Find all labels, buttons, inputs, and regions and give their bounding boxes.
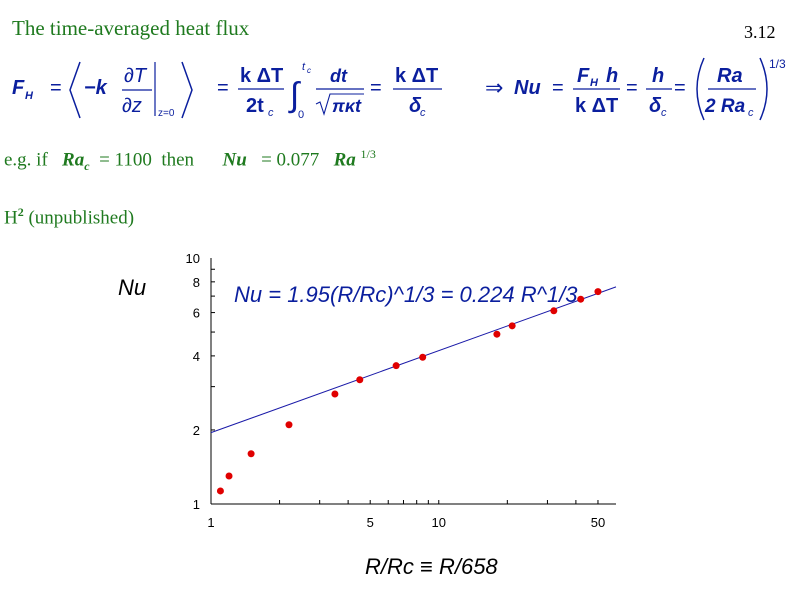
sqrt-arg: πκt — [332, 96, 362, 116]
eq2-denominator: 2t — [246, 95, 264, 117]
partial-z: ∂z — [122, 95, 142, 117]
eq3-numerator: k ΔT — [395, 65, 438, 87]
data-point — [285, 421, 293, 429]
fit-line — [210, 286, 617, 434]
partial-t: ∂T — [124, 65, 148, 87]
eq5-den-sub: c — [661, 107, 667, 119]
right-paren — [759, 57, 768, 121]
y-tick-label: 6 — [193, 306, 200, 321]
x-tick-label: 5 — [367, 515, 374, 530]
x-axis-label: R/Rc ≡ R/658 — [365, 554, 498, 579]
data-point — [550, 307, 558, 315]
data-point — [331, 390, 339, 398]
data-point — [508, 322, 516, 330]
example-ra: Ra — [62, 149, 85, 171]
svg-text:=: = — [50, 77, 62, 99]
data-point — [225, 472, 233, 480]
fit-annotation: Nu = 1.95(R/Rc)^1/3 = 0.224 R^1/3 — [234, 282, 578, 307]
chart-axes — [210, 258, 616, 505]
svg-text:=: = — [552, 77, 564, 99]
eq2-den-sub: c — [268, 107, 274, 119]
eq6-denominator: 2 Ra — [704, 96, 746, 117]
eq5-numerator: h — [652, 65, 664, 87]
eq6-numerator: Ra — [717, 65, 743, 87]
nu-scatter-chart: 1 5 10 50 1 2 4 6 8 10 Nu R/Rc ≡ R/658 Nu = 1.95(… — [118, 251, 617, 579]
data-point — [356, 376, 364, 384]
eq2-numerator: k ΔT — [240, 65, 283, 87]
example-nu-value: = 0.077 — [261, 149, 320, 171]
formula-exponent: 1/3 — [769, 57, 786, 71]
svg-text:=: = — [370, 77, 382, 99]
y-tick-label: 10 — [186, 251, 200, 266]
example-ra2: Ra — [333, 149, 356, 171]
left-paren — [696, 57, 705, 121]
page-number: 3.12 — [744, 22, 776, 42]
y-tick-label: 4 — [193, 349, 200, 364]
data-point — [392, 362, 400, 370]
example-ra-sub: c — [84, 159, 90, 174]
eq6-den-sub: c — [748, 107, 754, 119]
sqrt-sign — [315, 93, 364, 116]
eval-at: z=0 — [158, 108, 175, 119]
data-point — [216, 487, 224, 495]
x-tick-label: 50 — [591, 515, 605, 530]
y-tick-label: 8 — [193, 275, 200, 290]
x-tick-label: 10 — [432, 515, 446, 530]
example-line: e.g. if Rac = 1100 then Nu = 0.077 Ra 1/… — [4, 147, 376, 174]
dt: dt — [330, 66, 348, 86]
integral-sign: ∫ — [288, 76, 301, 114]
data-point — [419, 353, 427, 361]
y-axis-label: Nu — [118, 275, 146, 300]
example-then: then — [161, 149, 195, 171]
example-nu: Nu — [222, 149, 247, 171]
chart-ticks: 1 5 10 50 1 2 4 6 8 10 — [186, 251, 606, 530]
example-prefix: e.g. if — [4, 149, 48, 171]
svg-text:=: = — [217, 77, 229, 99]
y-tick-label: 2 — [193, 423, 200, 438]
eq3-denominator: δ — [409, 95, 422, 117]
example-exponent: 1/3 — [360, 147, 376, 161]
eq4-num-f: F — [577, 65, 590, 87]
fh-symbol: F — [12, 77, 25, 99]
data-point — [577, 295, 585, 303]
eq4-num-h: h — [606, 65, 618, 87]
heat-flux-formula: F H = −k ∂T ∂z z=0 = k ΔT 2t c ∫ t c 0 d… — [12, 57, 786, 121]
svg-text:=: = — [626, 77, 638, 99]
data-point — [247, 450, 255, 458]
int-upper: t — [302, 61, 306, 73]
svg-text:=: = — [674, 77, 686, 99]
x-tick-label: 1 — [207, 515, 214, 530]
right-angle-bracket — [181, 61, 193, 119]
data-point — [493, 330, 501, 338]
nu-symbol: Nu — [514, 77, 541, 99]
section-note: (unpublished) — [28, 207, 135, 229]
y-tick-label: 1 — [193, 497, 200, 512]
slide-title: The time-averaged heat flux — [12, 16, 250, 40]
example-ra-value: = 1100 — [99, 149, 152, 171]
left-angle-bracket — [69, 61, 81, 119]
section-heading: H2 (unpublished) — [4, 205, 134, 229]
implies-arrow: ⇒ — [485, 75, 503, 100]
data-point — [594, 288, 602, 296]
int-upper-sub: c — [307, 66, 311, 75]
fh-subscript: H — [25, 90, 34, 102]
section-label: H — [4, 207, 18, 229]
int-lower: 0 — [298, 109, 304, 121]
eq4-num-sub: H — [590, 77, 599, 89]
eq3-den-sub: c — [420, 107, 426, 119]
eq5-denominator: δ — [649, 95, 662, 117]
neg-k: −k — [84, 77, 108, 99]
eq4-denominator: k ΔT — [575, 95, 618, 117]
data-points — [216, 288, 602, 495]
section-sup: 2 — [17, 205, 24, 219]
